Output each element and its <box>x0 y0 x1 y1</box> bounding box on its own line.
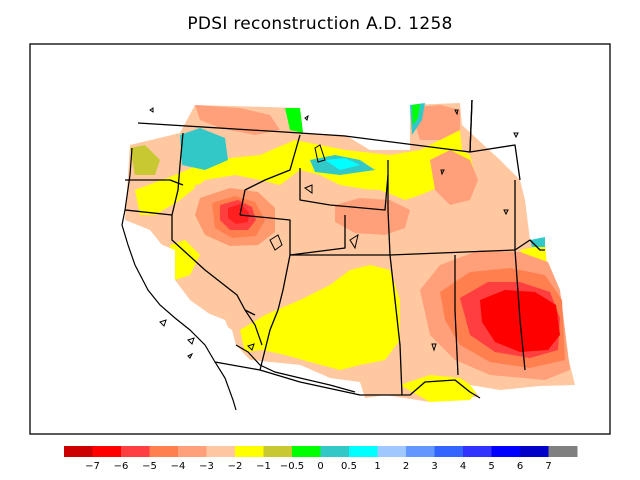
yellow-west-strip <box>170 240 200 280</box>
teal-idaho-halo <box>180 128 228 170</box>
border-idaho-west <box>177 132 184 191</box>
yellow-north-band <box>135 130 475 215</box>
island-4 <box>513 132 519 139</box>
pacific-coast <box>121 147 237 411</box>
pdsi-field <box>125 103 575 402</box>
legend-swatch <box>235 446 264 457</box>
legend-swatch <box>149 446 179 457</box>
legend-tick-label: −2 <box>228 461 243 472</box>
legend-swatch <box>292 446 321 457</box>
lakes <box>149 107 519 359</box>
legend-swatch <box>206 446 236 457</box>
legend-swatch <box>64 446 93 457</box>
map-title: PDSI reconstruction A.D. 1258 <box>187 14 453 34</box>
border-az-ca <box>259 289 284 371</box>
state-borders <box>124 99 545 399</box>
island-5 <box>503 209 509 216</box>
island-3 <box>454 109 459 116</box>
orange-colorado <box>430 150 478 205</box>
border-ok <box>514 239 545 251</box>
legend-tick-label: 1 <box>374 461 380 472</box>
border-id-mt <box>239 134 301 216</box>
legend-tick-label: 3 <box>431 461 437 472</box>
legend-swatches <box>64 446 578 457</box>
legend-swatch <box>377 446 407 457</box>
border-ut-co <box>289 215 346 256</box>
texas-mask <box>470 385 575 400</box>
legend-tick-label: −4 <box>171 461 186 472</box>
deepred-nevada <box>228 204 249 224</box>
legend-tick-label: 6 <box>517 461 523 472</box>
island-7 <box>431 343 437 352</box>
legend-tick-label: −0.5 <box>280 461 304 472</box>
legend-swatch <box>520 446 549 457</box>
island-2 <box>304 114 309 121</box>
legend-swatch <box>548 446 578 457</box>
green-northeast <box>412 104 420 125</box>
border-wy-south <box>299 168 389 211</box>
utah-lake <box>349 233 359 250</box>
legend-tick-label: 0 <box>317 461 323 472</box>
legend-tick-label: 2 <box>403 461 409 472</box>
orange-northwest <box>195 105 280 135</box>
legend-swatch <box>263 446 293 457</box>
border-tx-panhandle <box>514 249 526 371</box>
legend-swatch <box>320 446 350 457</box>
legend-tick-label: −7 <box>85 461 100 472</box>
legend-tick-label: −6 <box>114 461 129 472</box>
green-northwest <box>285 108 303 133</box>
flathead-lake <box>314 144 326 163</box>
legend-tick-label: 4 <box>460 461 466 472</box>
legend-swatch <box>178 446 207 457</box>
baja-coast <box>235 344 356 393</box>
ocean-mask <box>125 225 250 380</box>
legend-tick-label: 0.5 <box>341 461 357 472</box>
island-11 <box>187 352 194 359</box>
island-10 <box>159 319 167 327</box>
border-nv-ut <box>239 214 291 291</box>
gulf-coast <box>244 309 263 346</box>
yellow-southwest <box>240 265 400 370</box>
sonora-mask <box>250 360 365 398</box>
legend-labels: −7 −6 −5 −4 −3 −2 −1 −0.5 0 0.5 1 2 3 4 5 6 7 <box>85 461 552 472</box>
olive-northwest <box>130 145 160 175</box>
border-wy-east <box>387 160 391 256</box>
coastline <box>121 147 356 411</box>
legend-swatch <box>463 446 492 457</box>
border-ca-nv <box>171 215 256 316</box>
legend-tick-label: −3 <box>199 461 214 472</box>
island-1 <box>149 107 154 113</box>
cyan-wyoming <box>325 158 360 170</box>
island-9 <box>247 343 255 351</box>
legend-swatch <box>92 446 122 457</box>
legend-swatch <box>491 446 521 457</box>
legend-tick-label: −1 <box>256 461 271 472</box>
border-az-nm <box>389 254 403 396</box>
great-salt-lake <box>269 234 283 251</box>
legend-swatch <box>434 446 464 457</box>
legend-swatch <box>406 446 435 457</box>
yellow-south <box>400 375 478 402</box>
legend-tick-label: 5 <box>488 461 494 472</box>
legend-swatch <box>349 446 378 457</box>
legend-tick-label: 7 <box>545 461 551 472</box>
yellowstone-lake <box>303 184 313 194</box>
island-6 <box>440 169 445 176</box>
border-mexico <box>214 361 481 399</box>
island-8 <box>187 337 195 345</box>
border-nm-east <box>454 255 459 376</box>
legend-swatch <box>121 446 150 457</box>
legend-tick-label: −5 <box>142 461 157 472</box>
border-dakotas <box>469 99 521 181</box>
